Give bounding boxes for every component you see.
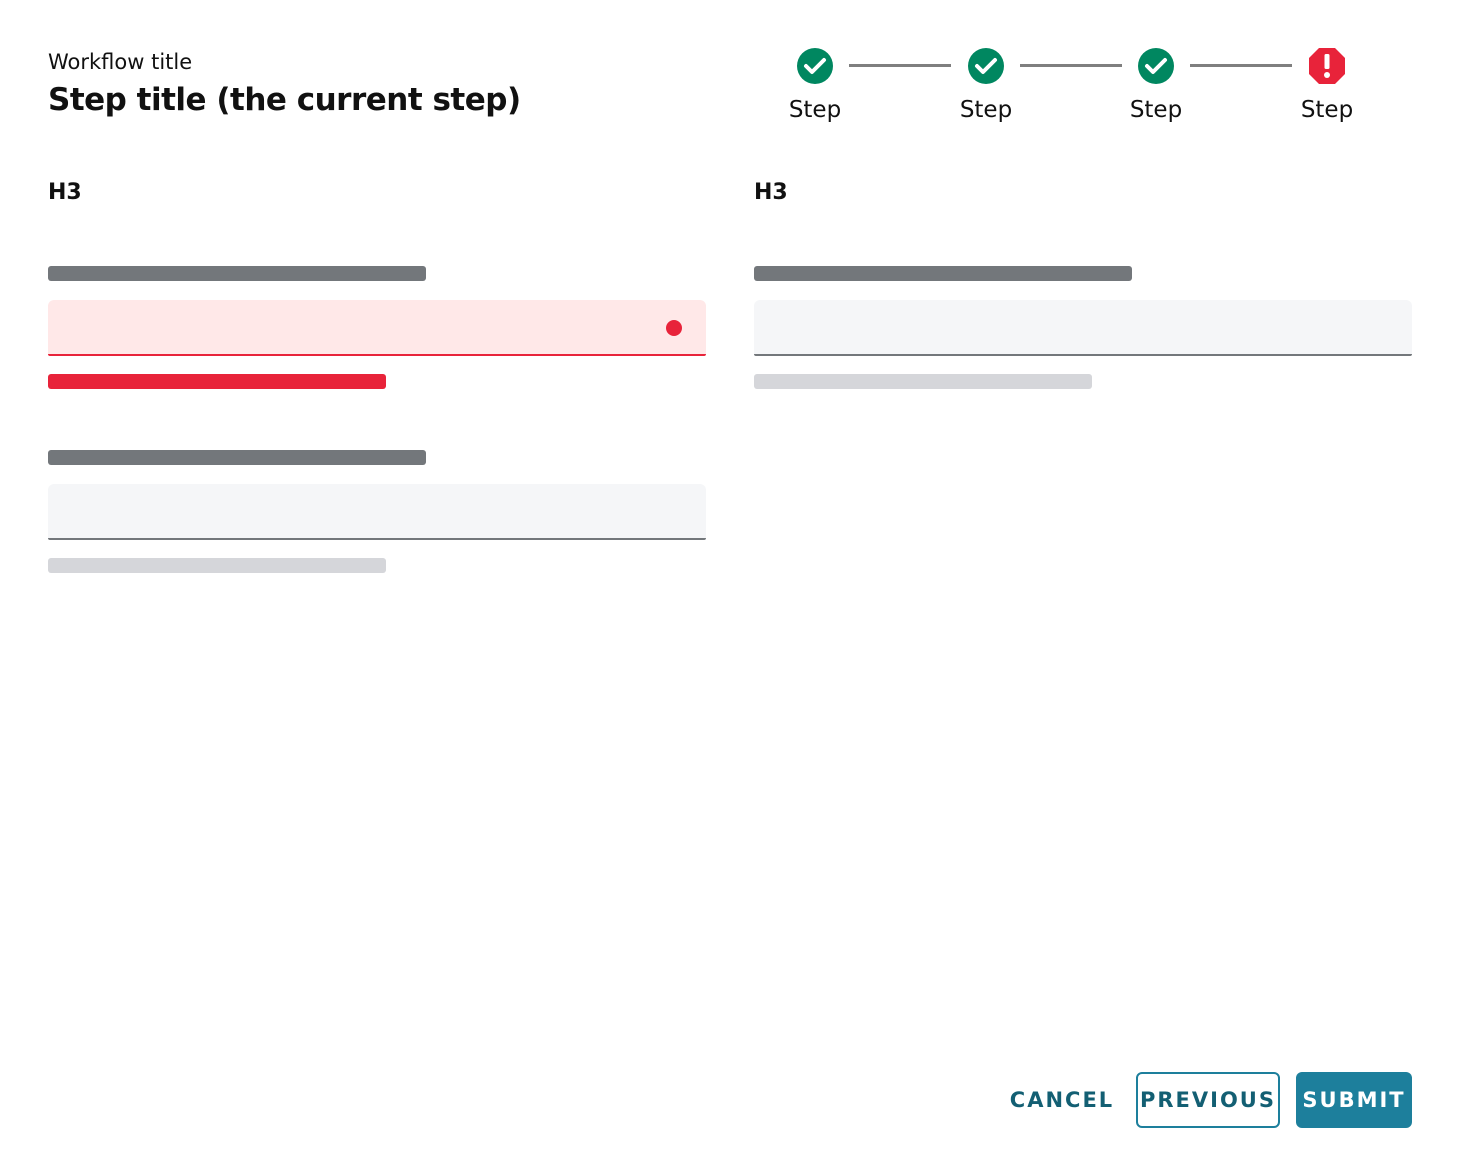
- submit-button[interactable]: SUBMIT: [1296, 1072, 1412, 1128]
- error-octagon-icon: [1309, 48, 1345, 84]
- step-4[interactable]: Step: [1277, 47, 1377, 123]
- step-connector: [1190, 64, 1292, 67]
- field-label-placeholder: [754, 266, 1132, 281]
- check-circle-icon: [968, 48, 1004, 84]
- page-title: Step title (the current step): [48, 82, 521, 118]
- step-2[interactable]: Step: [936, 47, 1036, 123]
- section-heading: H3: [754, 180, 788, 205]
- error-indicator-icon: [666, 320, 682, 336]
- step-connector: [849, 64, 951, 67]
- field-label-placeholder: [48, 266, 426, 281]
- field-label-placeholder: [48, 450, 426, 465]
- helper-text-placeholder: [754, 374, 1092, 389]
- error-message-placeholder: [48, 374, 386, 389]
- helper-text-placeholder: [48, 558, 386, 573]
- text-input[interactable]: [754, 300, 1412, 356]
- step-label: Step: [788, 97, 842, 123]
- step-label: Step: [1129, 97, 1183, 123]
- workflow-title: Workflow title: [48, 50, 193, 74]
- check-circle-icon: [797, 48, 833, 84]
- step-1[interactable]: Step: [765, 47, 865, 123]
- step-label: Step: [959, 97, 1013, 123]
- text-input-error[interactable]: [48, 300, 706, 356]
- text-input[interactable]: [48, 484, 706, 540]
- section-heading: H3: [48, 180, 82, 205]
- previous-button[interactable]: PREVIOUS: [1136, 1072, 1280, 1128]
- step-label: Step: [1300, 97, 1354, 123]
- step-3[interactable]: Step: [1106, 47, 1206, 123]
- cancel-button[interactable]: CANCEL: [1009, 1088, 1115, 1112]
- step-connector: [1020, 64, 1122, 67]
- check-circle-icon: [1138, 48, 1174, 84]
